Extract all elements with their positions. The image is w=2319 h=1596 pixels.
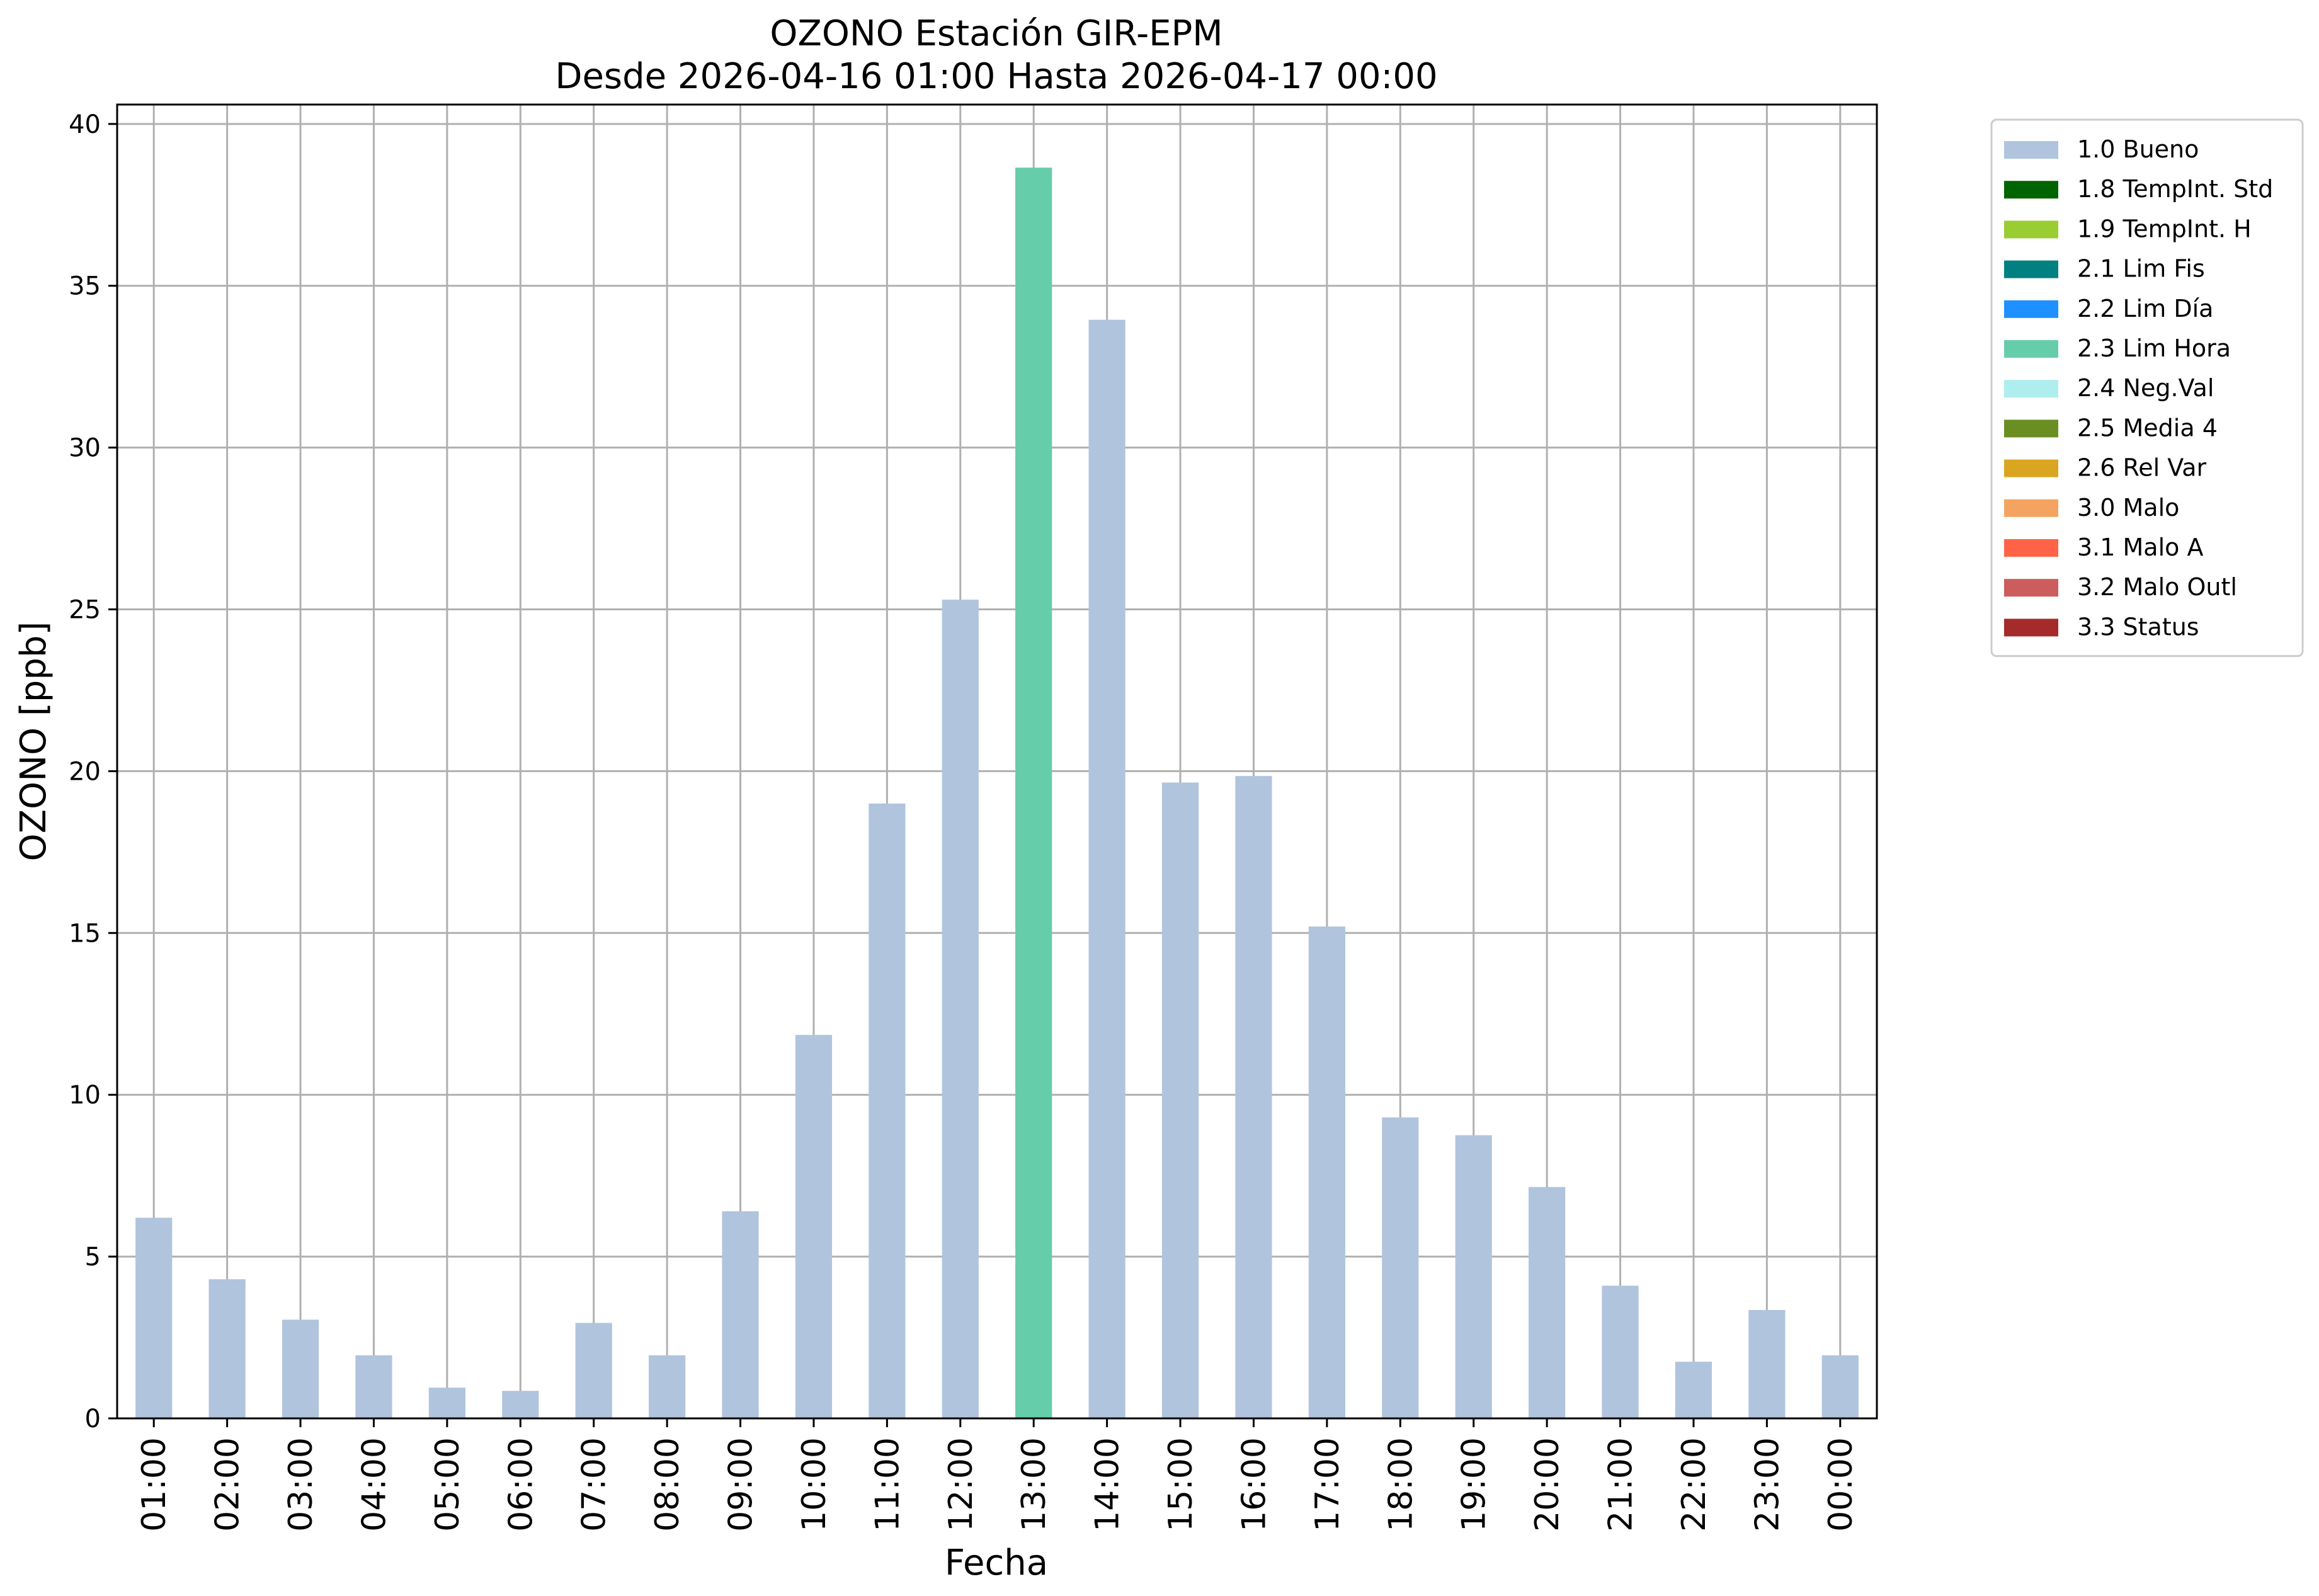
bar: [795, 1035, 833, 1418]
plot-frame: [116, 103, 1878, 1420]
y-tick-label: 25: [69, 596, 101, 625]
x-axis-label: Fecha: [945, 1542, 1048, 1583]
bar: [1821, 1355, 1859, 1418]
legend-swatch: [2004, 340, 2058, 358]
x-tick-label: 11:00: [869, 1437, 906, 1532]
bar: [1235, 776, 1272, 1418]
y-axis-label: OZONO [ppb]: [13, 622, 54, 862]
legend-label: 2.6 Rel Var: [2077, 454, 2207, 482]
chart-title: OZONO Estación GIR-EPM: [770, 13, 1222, 54]
legend: 1.0 Bueno 1.8 TempInt. Std 1.9 TempInt. H 2…: [1990, 118, 2304, 658]
x-tick-label: 15:00: [1162, 1437, 1200, 1532]
x-tick-label: 19:00: [1456, 1437, 1493, 1532]
bar: [355, 1355, 392, 1418]
legend-swatch: [2004, 539, 2058, 557]
legend-swatch: [2004, 181, 2058, 199]
x-tick-label: 22:00: [1675, 1437, 1713, 1532]
legend-swatch: [2004, 459, 2058, 477]
bar: [942, 600, 979, 1418]
bar: [282, 1320, 319, 1418]
legend-label: 3.0 Malo: [2077, 494, 2179, 522]
x-tick-label: 07:00: [576, 1437, 613, 1532]
bar: [1015, 168, 1052, 1418]
x-tick-label: 14:00: [1089, 1437, 1127, 1532]
legend-label: 1.8 TempInt. Std: [2077, 175, 2273, 203]
chart-subtitle: Desde 2026-04-16 01:00 Hasta 2026-04-17 …: [555, 56, 1437, 97]
legend-swatch: [2004, 419, 2058, 438]
grid-lines: [117, 105, 1877, 1420]
bar: [869, 803, 906, 1418]
y-tick-label: 30: [69, 434, 101, 463]
legend-label: 1.9 TempInt. H: [2077, 215, 2252, 242]
bar: [575, 1323, 612, 1418]
legend-label: 2.5 Media 4: [2077, 414, 2218, 442]
legend-box: [1990, 118, 2304, 658]
legend-swatch: [2004, 141, 2058, 159]
x-tick-label: 17:00: [1309, 1437, 1347, 1532]
legend-label: 3.2 Malo Outl: [2077, 573, 2237, 601]
bar: [1602, 1285, 1639, 1418]
y-tick-label: 40: [69, 110, 101, 139]
x-tick-label: 09:00: [722, 1437, 760, 1532]
x-tick-label: 12:00: [942, 1437, 980, 1532]
legend-swatch: [2004, 300, 2058, 318]
x-tick-label: 10:00: [795, 1437, 833, 1532]
y-tick-label: 0: [85, 1405, 101, 1434]
bar: [1308, 926, 1345, 1418]
legend-swatch: [2004, 579, 2058, 597]
bar: [1529, 1187, 1566, 1418]
x-tick-label: 04:00: [355, 1437, 393, 1532]
x-tick-label: 18:00: [1382, 1437, 1420, 1532]
legend-label: 1.0 Bueno: [2077, 135, 2199, 163]
bar: [502, 1391, 539, 1418]
legend-swatch: [2004, 618, 2058, 637]
x-axis-ticks: 01:00 02:00 03:00 04:00 05:00 06:00 07:00 08:00…: [135, 1418, 1860, 1532]
bars: [135, 168, 1859, 1419]
x-tick-label: 21:00: [1602, 1437, 1640, 1532]
legend-swatch: [2004, 380, 2058, 398]
bar: [1455, 1135, 1492, 1418]
bar: [1748, 1309, 1786, 1418]
bar: [428, 1388, 465, 1418]
legend-label: 3.3 Status: [2077, 613, 2199, 641]
y-tick-label: 10: [69, 1081, 101, 1110]
legend-swatch: [2004, 220, 2058, 239]
x-tick-label: 13:00: [1015, 1437, 1053, 1532]
y-tick-label: 15: [69, 919, 101, 948]
legend-label: 2.1 Lim Fis: [2077, 255, 2205, 283]
bar: [208, 1279, 246, 1418]
legend-label: 2.2 Lim Día: [2077, 295, 2213, 322]
bar: [1161, 782, 1199, 1418]
x-tick-label: 05:00: [429, 1437, 467, 1532]
y-tick-label: 20: [69, 757, 101, 786]
legend-label: 2.4 Neg.Val: [2077, 374, 2214, 402]
x-tick-label: 16:00: [1235, 1437, 1273, 1532]
y-tick-label: 5: [85, 1243, 101, 1272]
bar: [649, 1355, 686, 1418]
x-tick-label: 08:00: [649, 1437, 687, 1532]
legend-label: 3.1 Malo A: [2077, 533, 2203, 561]
y-axis-ticks: 0 5 10 15 20 25 30 35 40: [69, 110, 117, 1434]
bar: [135, 1217, 173, 1418]
x-tick-label: 23:00: [1748, 1437, 1786, 1532]
legend-label: 2.3 Lim Hora: [2077, 334, 2231, 362]
x-tick-label: 20:00: [1529, 1437, 1566, 1532]
bar: [1088, 319, 1125, 1419]
x-tick-label: 01:00: [135, 1437, 173, 1532]
legend-swatch: [2004, 260, 2058, 278]
y-tick-label: 35: [69, 272, 101, 301]
x-tick-label: 03:00: [282, 1437, 320, 1532]
bar: [1382, 1117, 1419, 1418]
x-tick-label: 02:00: [209, 1437, 247, 1532]
bar: [1675, 1362, 1712, 1418]
x-tick-label: 06:00: [502, 1437, 540, 1532]
legend-swatch: [2004, 499, 2058, 517]
bar: [722, 1211, 759, 1418]
x-tick-label: 00:00: [1822, 1437, 1860, 1532]
